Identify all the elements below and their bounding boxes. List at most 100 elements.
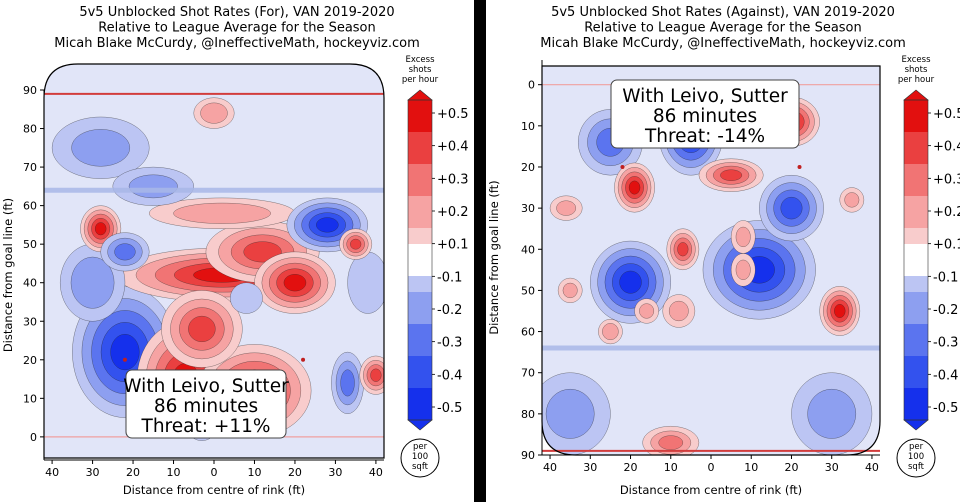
colorbar-band — [408, 196, 432, 229]
y-axis-label: Distance from goal line (ft) — [487, 180, 501, 334]
colorbar-tick-label: +0.4 — [437, 140, 469, 155]
contour-region — [834, 304, 846, 318]
offense-heatmap: 5v5 Unblocked Shot Rates (For), VAN 2019… — [1, 5, 469, 497]
unit-badge — [896, 438, 936, 478]
chart-title-line: 5v5 Unblocked Shot Rates (For), VAN 2019… — [79, 5, 394, 20]
x-tick-label: 30 — [583, 461, 597, 474]
colorbar-band — [408, 132, 432, 165]
chart-title-line: Relative to League Average for the Seaso… — [98, 21, 376, 36]
colorbar-frame — [407, 99, 433, 421]
contour-region — [844, 192, 860, 208]
x-tick-label: 10 — [247, 466, 261, 479]
colorbar-arrow-top — [903, 89, 929, 101]
colorbar-tick-label: +0.4 — [933, 140, 960, 155]
y-tick-label: 50 — [521, 284, 535, 297]
annotation-line: Threat: +11% — [141, 416, 271, 437]
colorbar-band — [904, 324, 928, 357]
faceoff-dot — [620, 164, 625, 169]
x-tick-label: 10 — [744, 461, 758, 474]
contour-region — [188, 315, 216, 343]
colorbar-tick-label: -0.5 — [437, 401, 462, 416]
contour-region — [562, 282, 578, 299]
colorbar-band — [904, 164, 928, 197]
colorbar-band — [904, 292, 928, 325]
colorbar-tick-label: -0.2 — [437, 303, 462, 318]
x-tick-label: 20 — [624, 461, 638, 474]
y-tick-label: 40 — [521, 243, 535, 256]
contour-region — [602, 323, 619, 341]
contour-region — [639, 303, 655, 319]
colorbar-tick-label: +0.3 — [437, 172, 469, 187]
contour-region — [780, 196, 803, 220]
colorbar-tick-label: -0.5 — [933, 401, 958, 416]
colorbar-tick-label: -0.2 — [933, 303, 958, 318]
x-tick-label: 20 — [784, 461, 798, 474]
unit-label: per — [909, 442, 924, 452]
y-tick-label: 0 — [528, 79, 535, 92]
colorbar-tick-label: +0.5 — [933, 107, 960, 122]
contour-region — [340, 369, 355, 397]
x-tick-label: 10 — [167, 466, 181, 479]
colorbar-arrow-top — [407, 89, 433, 101]
y-tick-label: 20 — [521, 161, 535, 174]
unit-label: sqft — [908, 462, 925, 472]
x-tick-label: 40 — [865, 461, 879, 474]
right-panel: 5v5 Unblocked Shot Rates (Against), VAN … — [486, 0, 960, 502]
chart-title-line: Micah Blake McCurdy, @IneffectiveMath, h… — [54, 36, 420, 51]
unit-label: per — [413, 442, 428, 452]
colorbar-band — [408, 324, 432, 357]
colorbar-title: shots — [905, 65, 928, 75]
y-tick-label: 60 — [23, 200, 37, 213]
y-tick-label: 0 — [30, 431, 37, 444]
x-tick-label: 30 — [825, 461, 839, 474]
contour-region — [173, 202, 271, 224]
faceoff-dot — [122, 357, 127, 362]
contour-region — [114, 243, 136, 261]
y-tick-label: 10 — [23, 392, 37, 405]
contour-region — [619, 270, 642, 294]
annotation-line: With Leivo, Sutter — [622, 86, 788, 107]
x-tick-label: 0 — [211, 466, 218, 479]
colorbar-band — [904, 132, 928, 165]
x-tick-label: 30 — [86, 466, 100, 479]
contour-region — [628, 180, 641, 195]
contour-region — [316, 217, 339, 233]
x-tick-label: 40 — [369, 466, 383, 479]
colorbar-tick-label: -0.4 — [437, 368, 462, 383]
chart-title-line: 5v5 Unblocked Shot Rates (Against), VAN … — [551, 5, 895, 20]
x-tick-label: 40 — [543, 461, 557, 474]
y-tick-label: 80 — [23, 123, 37, 136]
x-axis-label: Distance from centre of rink (ft) — [123, 483, 305, 497]
x-tick-label: 0 — [708, 461, 715, 474]
annotation-line: 86 minutes — [653, 106, 757, 127]
unit-label: 100 — [412, 452, 428, 462]
contour-region — [735, 226, 751, 248]
colorbar-band — [904, 244, 928, 276]
colorbar-tick-label: -0.3 — [437, 336, 462, 351]
colorbar-tick-label: +0.2 — [437, 205, 469, 220]
y-tick-label: 40 — [23, 277, 37, 290]
colorbar-band — [904, 100, 928, 133]
x-tick-label: 40 — [45, 466, 59, 479]
colorbar-tick-label: -0.1 — [437, 270, 462, 285]
x-tick-label: 20 — [126, 466, 140, 479]
contour-region — [229, 282, 263, 314]
colorbar-title: per hour — [898, 75, 935, 85]
x-tick-label: 10 — [664, 461, 678, 474]
contour-region — [200, 102, 228, 124]
contour-region — [807, 388, 857, 439]
contour-region — [677, 242, 689, 257]
y-tick-label: 50 — [23, 238, 37, 251]
y-axis-label: Distance from goal line (ft) — [1, 198, 15, 352]
unit-label: sqft — [412, 462, 429, 472]
colorbar-band — [904, 356, 928, 389]
contour-region — [556, 200, 577, 216]
contour-region — [94, 222, 107, 236]
colorbar-band — [408, 164, 432, 197]
contour-region — [71, 129, 131, 167]
contour-region — [735, 259, 751, 280]
y-tick-label: 60 — [521, 326, 535, 339]
y-tick-label: 90 — [23, 84, 37, 97]
colorbar-tick-label: -0.4 — [933, 368, 958, 383]
